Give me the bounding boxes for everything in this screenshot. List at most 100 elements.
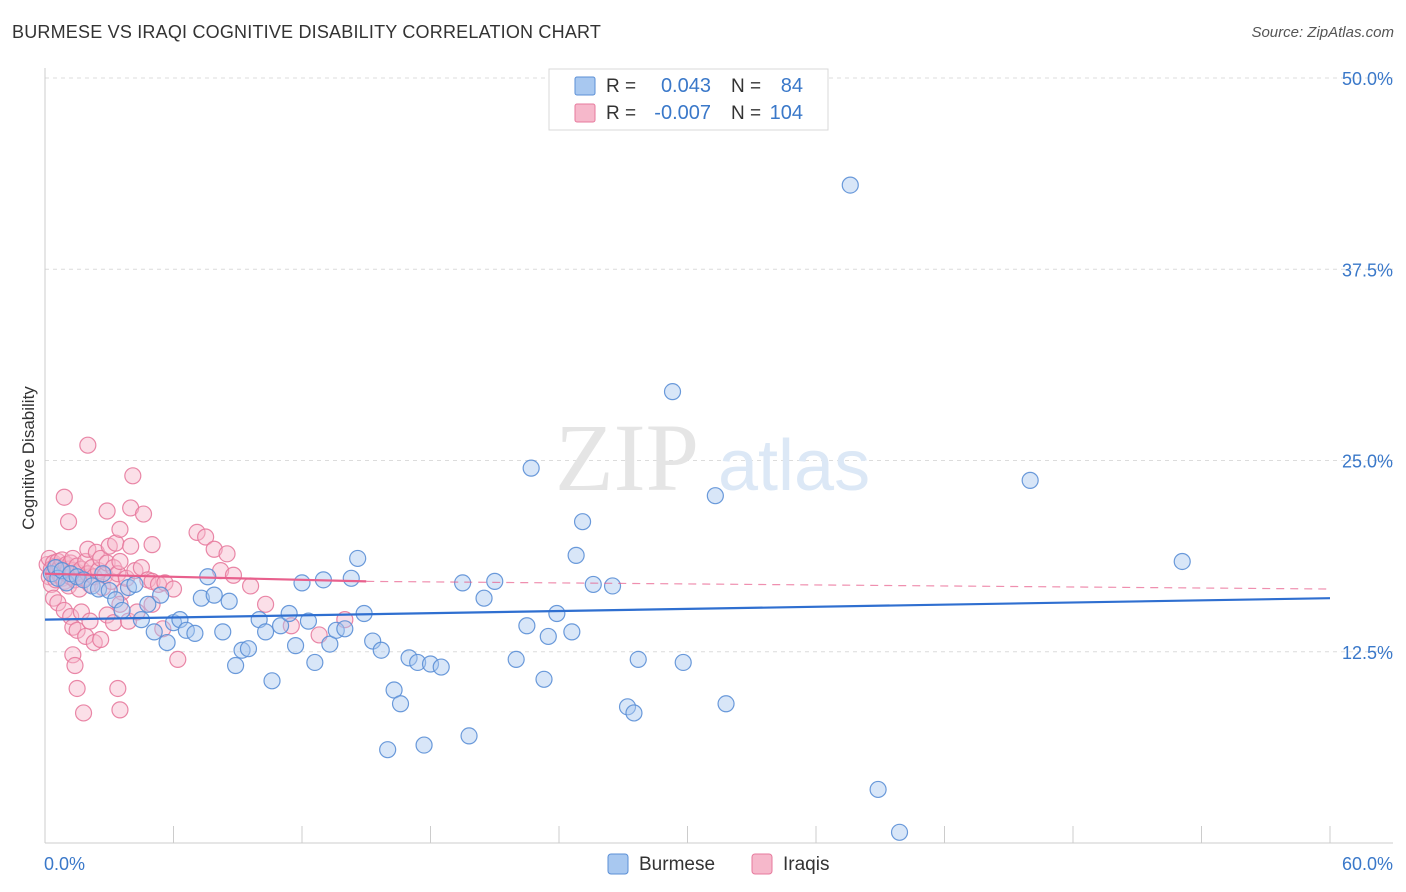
burmese-point-74	[618, 698, 637, 716]
iraqi-point-82	[111, 701, 129, 719]
stats-legend: R = 0.043 N = 84 R = -0.007 N = 104	[548, 68, 829, 131]
iraqi-point-78	[66, 656, 84, 675]
y-tick-label-3: 50.0%	[1342, 69, 1393, 89]
burmese-point-12	[107, 591, 125, 609]
iraqi-point-87	[111, 520, 129, 538]
burmese-point-16	[132, 611, 150, 629]
burmese-point-51	[379, 741, 397, 759]
burmese-point-19	[152, 586, 170, 604]
burmese-point-65	[522, 459, 540, 477]
burmese-point-84	[1021, 471, 1039, 489]
burmese-point-71	[573, 513, 592, 531]
burmese-point-11	[100, 581, 118, 600]
burmese-point-15	[126, 575, 144, 594]
burmese-point-38	[286, 637, 305, 655]
burmese-r-value: 0.043	[661, 75, 711, 97]
iraqi-point-98	[242, 577, 260, 595]
burmese-point-45	[336, 620, 354, 638]
legend-burmese-swatch	[607, 853, 629, 875]
burmese-point-55	[409, 653, 427, 672]
burmese-point-72	[584, 575, 602, 594]
burmese-point-58	[432, 658, 450, 676]
burmese-point-81	[841, 176, 859, 194]
y-axis-label: Cognitive Disability	[19, 386, 38, 530]
burmese-point-85	[1173, 552, 1191, 571]
burmese-point-80	[717, 695, 735, 713]
iraqi-r-value: -0.007	[654, 102, 711, 124]
burmese-point-24	[186, 624, 204, 642]
axes-layer	[44, 68, 1393, 844]
burmese-trend-line	[44, 597, 1331, 621]
iraqi-point-76	[169, 650, 187, 669]
iraqi-point-92	[188, 523, 206, 542]
burmese-r-label: R =	[606, 76, 636, 97]
iraqi-point-96	[218, 545, 236, 563]
burmese-point-27	[205, 586, 223, 604]
iraqi-point-91	[143, 536, 161, 554]
burmese-point-35	[263, 672, 281, 690]
iraqi-point-99	[256, 595, 275, 613]
iraqi-point-48	[111, 552, 129, 571]
burmese-point-18	[145, 623, 163, 641]
trend-layer	[44, 572, 1331, 621]
iraqi-point-80	[74, 704, 93, 722]
burmese-points	[42, 176, 1191, 841]
burmese-point-46	[342, 569, 360, 587]
y-tick-label-0: 12.5%	[1342, 643, 1393, 663]
burmese-point-41	[306, 653, 324, 672]
burmese-point-50	[372, 641, 390, 659]
burmese-point-61	[475, 589, 493, 607]
iraqi-point-63	[68, 621, 86, 639]
burmese-point-28	[214, 623, 232, 641]
burmese-point-56	[415, 736, 433, 754]
iraqi-points	[38, 436, 354, 722]
burmese-point-31	[233, 641, 251, 659]
iraqi-n-label: N =	[731, 103, 761, 124]
x-tick-label-min: 0.0%	[44, 854, 85, 874]
iraqi-r-label: R =	[606, 103, 636, 124]
burmese-point-34	[256, 623, 275, 641]
iraqi-point-81	[109, 679, 127, 698]
iraqi-point-77	[64, 646, 82, 664]
burmese-point-39	[293, 574, 311, 592]
watermark-zip: ZIP	[555, 404, 699, 511]
source-label: Source: ZipAtlas.com	[1251, 24, 1394, 41]
burmese-point-75	[625, 704, 643, 722]
legend-iraqi-label: Iraqis	[783, 854, 829, 875]
burmese-point-70	[567, 546, 585, 564]
burmese-point-37	[280, 604, 298, 623]
burmese-point-73	[603, 577, 622, 595]
burmese-point-60	[460, 727, 478, 745]
iraqi-point-85	[79, 436, 97, 454]
burmese-n-label: N =	[731, 76, 761, 97]
tick-labels: 12.5% 25.0% 37.5% 50.0% 0.0% 60.0%	[44, 69, 1393, 874]
burmese-point-13	[113, 601, 131, 620]
burmese-point-62	[486, 572, 504, 590]
burmese-point-22	[171, 611, 189, 629]
iraqi-point-74	[143, 595, 161, 613]
iraqi-point-84	[59, 513, 78, 531]
grid-layer	[45, 77, 1393, 653]
burmese-point-63	[507, 650, 525, 669]
burmese-point-69	[563, 623, 581, 641]
burmese-point-29	[220, 592, 238, 610]
burmese-point-82	[869, 780, 887, 799]
y-tick-label-2: 37.5%	[1342, 260, 1393, 280]
burmese-point-52	[385, 681, 403, 699]
burmese-point-30	[227, 656, 245, 675]
chart-title: BURMESE VS IRAQI COGNITIVE DISABILITY CO…	[12, 22, 602, 42]
iraqi-point-90	[134, 505, 153, 523]
iraqi-point-86	[98, 502, 116, 520]
burmese-point-25	[192, 589, 210, 607]
burmese-point-54	[400, 649, 418, 667]
burmese-point-40	[299, 612, 318, 630]
iraqi-point-66	[81, 612, 99, 630]
burmese-swatch	[574, 76, 596, 96]
burmese-point-76	[629, 650, 647, 669]
burmese-point-43	[321, 635, 339, 653]
burmese-point-44	[327, 621, 345, 639]
iraqi-point-61	[62, 607, 80, 626]
burmese-n-value: 84	[781, 75, 803, 97]
iraqi-trend-line	[44, 572, 367, 583]
